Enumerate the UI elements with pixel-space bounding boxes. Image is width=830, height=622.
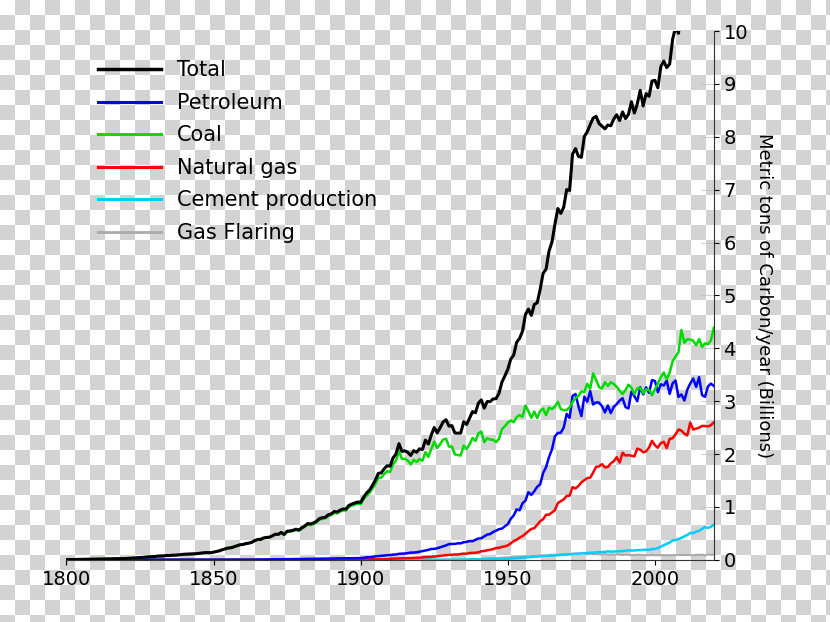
Legend: Total, Petroleum, Coal, Natural gas, Cement production, Gas Flaring: Total, Petroleum, Coal, Natural gas, Cem… [90,52,386,251]
Y-axis label: Metric tons of Carbon/year (Billions): Metric tons of Carbon/year (Billions) [755,133,774,458]
